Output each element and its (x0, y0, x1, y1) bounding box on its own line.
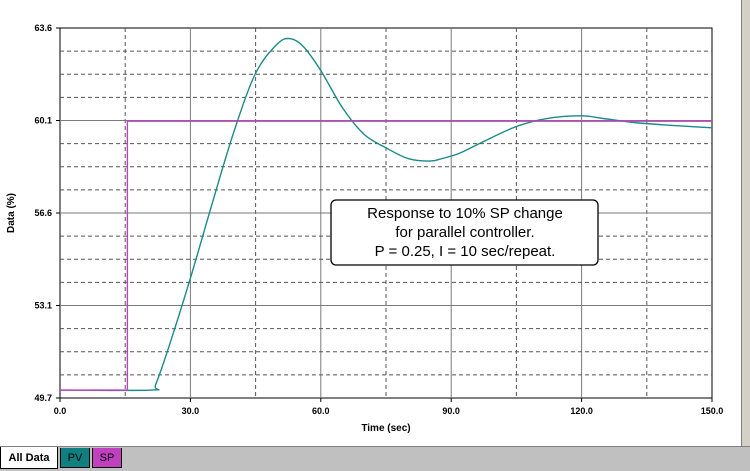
y-tick-label: 49.7 (34, 393, 52, 403)
y-axis-title: Data (%) (6, 193, 17, 233)
window-edge (741, 0, 750, 446)
tab-all-data[interactable]: All Data (0, 447, 58, 469)
annotation-line-1: Response to 10% SP change (367, 205, 563, 222)
tab-bar: All Data PV SP (0, 446, 750, 471)
x-axis-title: Time (sec) (361, 423, 410, 434)
x-axis: 0.0 30.0 60.0 90.0 120.0 150.0 (54, 398, 724, 416)
annotation-box: Response to 10% SP change for parallel c… (330, 199, 599, 266)
series-pv-line (59, 37, 713, 392)
y-tick-label: 56.6 (34, 208, 52, 218)
x-tick-label: 150.0 (701, 406, 724, 416)
x-tick-label: 90.0 (442, 406, 460, 416)
y-tick-label: 60.1 (34, 116, 52, 126)
annotation-line-2: for parallel controller. (395, 224, 534, 241)
tab-pv[interactable]: PV (60, 448, 90, 468)
x-tick-label: 0.0 (54, 406, 67, 416)
x-tick-label: 30.0 (182, 406, 200, 416)
x-tick-label: 60.0 (312, 406, 330, 416)
y-tick-label: 63.6 (34, 23, 52, 33)
series-layer (59, 37, 713, 392)
tab-sp[interactable]: SP (92, 448, 122, 468)
annotation-line-3: P = 0.25, I = 10 sec/repeat. (375, 243, 556, 260)
chart: 49.7 53.1 56.6 60.1 63.6 0.0 30.0 60.0 90.0 120.… (6, 23, 724, 434)
series-sp-line (60, 120, 712, 391)
y-axis: 49.7 53.1 56.6 60.1 63.6 (34, 23, 60, 403)
y-tick-label: 53.1 (34, 301, 52, 311)
x-tick-label: 120.0 (570, 406, 593, 416)
